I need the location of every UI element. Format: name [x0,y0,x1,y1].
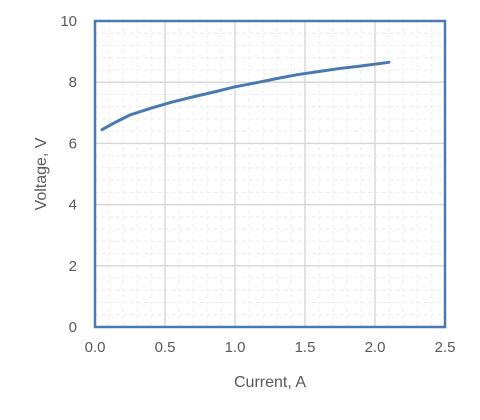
y-axis-ticks: 0 2 4 6 8 10 [60,13,77,336]
x-axis-title: Current, A [234,374,306,391]
y-tick-label: 4 [69,197,77,214]
y-tick-label: 8 [69,74,77,91]
x-axis-ticks: 0.0 0.5 1.0 1.5 2.0 2.5 [85,339,456,356]
x-tick-label: 0.5 [155,339,176,356]
series-line [100,60,391,132]
major-grid [95,21,445,327]
y-tick-label: 0 [69,319,77,336]
plot-area-frame [93,19,447,329]
x-tick-label: 2.5 [435,339,456,356]
y-tick-label: 10 [60,13,77,30]
x-tick-label: 0.0 [85,339,106,356]
x-tick-label: 1.5 [295,339,316,356]
x-tick-label: 2.0 [365,339,386,356]
y-tick-label: 2 [69,258,77,275]
minor-grid [95,21,445,327]
y-axis-title: Voltage, V [33,137,50,210]
y-tick-label: 6 [69,135,77,152]
series-layer [100,60,391,132]
x-tick-label: 1.0 [225,339,246,356]
